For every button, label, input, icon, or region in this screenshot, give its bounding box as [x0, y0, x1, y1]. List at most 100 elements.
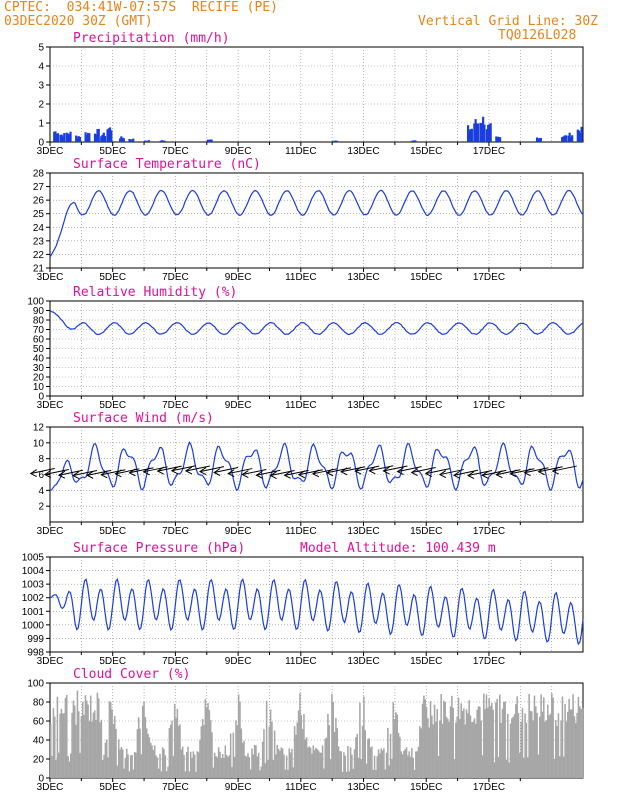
cloud-bar: [183, 754, 185, 778]
precip-bar: [102, 132, 105, 142]
cloud-bar: [119, 749, 121, 778]
cloud-bar: [379, 753, 381, 778]
cloud-bar: [176, 708, 179, 778]
x-tick-label: 11DEC: [285, 400, 317, 411]
cloud-bar: [263, 729, 265, 778]
precip-bar: [66, 133, 70, 142]
cloud-bar: [261, 741, 264, 778]
cloud-bar: [309, 747, 312, 778]
cloud-bar: [407, 755, 409, 778]
cloud-bar: [76, 690, 79, 778]
cloud-bar: [403, 751, 405, 778]
cloud-bar: [564, 703, 566, 778]
cloud-bar: [511, 718, 513, 778]
cloud-bar: [345, 771, 348, 778]
cloud-bar: [533, 695, 536, 778]
precip-bar: [487, 124, 490, 142]
wind-vector-head: [509, 469, 517, 478]
cloud-bar: [117, 739, 120, 778]
cloud-bar: [375, 770, 377, 778]
precip-bar: [335, 140, 339, 142]
cloud-bar: [200, 726, 203, 778]
wind-vector: [30, 468, 55, 475]
cloud-bar: [397, 732, 400, 778]
wind-vector-head: [72, 471, 80, 479]
cloud-bar: [131, 754, 133, 778]
cloud-bar: [244, 755, 247, 778]
cloud-bar: [259, 770, 261, 778]
precip-bar: [75, 135, 78, 142]
wind-vector-head: [29, 469, 37, 477]
y-tick-label: 60: [33, 717, 45, 728]
cloud-bar: [332, 701, 335, 778]
precip-bar: [562, 136, 565, 142]
precip-bar: [69, 131, 72, 142]
precip-bar: [564, 135, 568, 142]
precip-bar: [60, 134, 63, 142]
wind-vector-head: [382, 466, 390, 475]
cloud-bar: [232, 732, 235, 778]
cloud-bar: [92, 712, 95, 778]
wind-vector: [510, 468, 535, 475]
cloud-bar: [449, 706, 452, 778]
cloud-bar: [213, 752, 216, 778]
x-tick-label: 9DEC: [225, 526, 252, 537]
cloud-bar: [561, 696, 564, 778]
cloud-bar: [268, 726, 271, 778]
cloud-bar: [341, 771, 344, 778]
cloud-bar: [181, 746, 184, 778]
cloud-bar: [567, 711, 569, 778]
x-tick-label: 13DEC: [347, 656, 379, 667]
cloud-bar: [111, 709, 113, 778]
cloud-bar: [212, 767, 215, 778]
cloud-bar: [89, 695, 92, 778]
precip-bar: [410, 140, 413, 142]
precip-bar: [571, 135, 574, 142]
cloud-bar: [287, 769, 289, 778]
cloud-bar: [392, 702, 394, 778]
cloud-bar: [104, 742, 107, 778]
wind-vector-head: [142, 467, 150, 476]
cloud-bar: [469, 715, 472, 778]
cloud-bar: [269, 709, 272, 778]
cloud-bar: [560, 720, 562, 778]
y-tick-label: 1003: [22, 580, 45, 591]
cloud-bar: [428, 727, 430, 778]
x-tick-label: 5DEC: [99, 782, 126, 793]
y-tick-label: 26: [33, 196, 45, 207]
precip-bar: [144, 140, 147, 142]
y-tick-label: 8: [38, 454, 44, 465]
cloud-bar: [85, 700, 88, 778]
cloud-bar: [272, 759, 275, 778]
cloud-bar: [283, 754, 285, 778]
cloud-bar: [53, 716, 56, 778]
cloud-bar: [68, 761, 71, 778]
cloud-bar: [536, 712, 538, 778]
cloud-bar: [152, 749, 155, 778]
cloud-bar: [425, 706, 428, 778]
cloud-bar: [569, 709, 572, 778]
cloud-bar: [328, 725, 331, 778]
cloud-bar: [293, 726, 296, 778]
cloud-bar: [388, 765, 390, 778]
cloud-bar: [481, 755, 484, 778]
precip-bar: [93, 133, 97, 142]
cloud-bar: [344, 755, 347, 778]
precip-bar: [579, 133, 582, 142]
cloud-bar: [60, 708, 63, 778]
cloud-bar: [451, 695, 453, 778]
wind-vector-head: [354, 466, 362, 475]
x-tick-label: 9DEC: [225, 656, 252, 667]
wind-vector-head: [255, 470, 263, 479]
cloud-bar: [121, 749, 124, 778]
y-tick-label: 999: [27, 634, 44, 645]
cloud-bar: [256, 756, 259, 778]
cloud-bar: [237, 694, 240, 778]
cloud-bar: [191, 757, 193, 778]
cloud-bar: [295, 734, 297, 778]
cloud-bar: [543, 697, 545, 778]
cloud-bar: [576, 712, 578, 778]
cloud-bar: [91, 721, 93, 778]
panel-frame: [49, 46, 584, 143]
cloud-bar: [179, 724, 181, 778]
